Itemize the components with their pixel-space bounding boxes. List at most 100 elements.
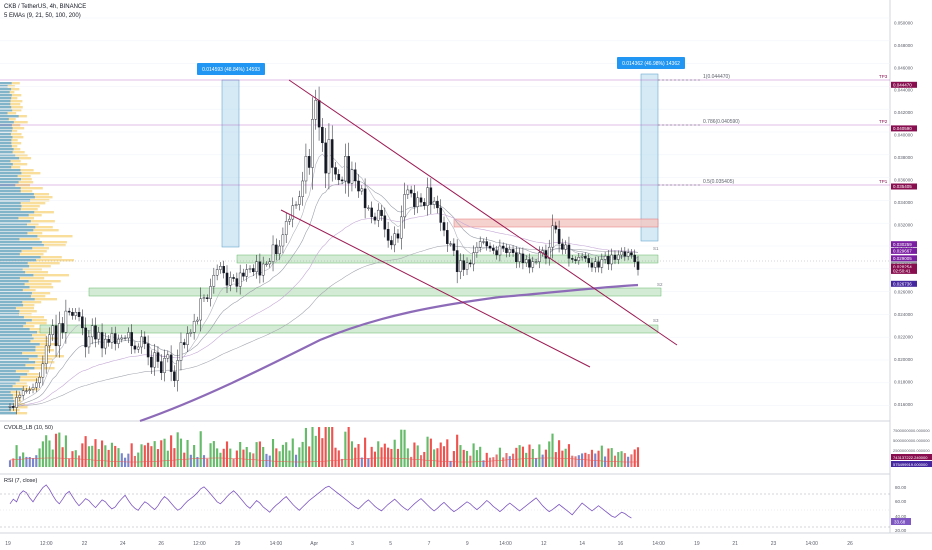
volume-bar	[488, 457, 492, 467]
volume-profile-bar	[0, 382, 16, 385]
volume-bar	[97, 449, 100, 467]
candle-body	[189, 332, 193, 334]
candle-body	[130, 332, 133, 347]
price-badge: 0.030259	[893, 242, 912, 247]
volume-bar	[294, 454, 298, 467]
volume-profile-bar	[0, 121, 14, 124]
candle-body	[113, 333, 117, 344]
candle-body	[367, 207, 370, 209]
volume-bar	[380, 447, 383, 467]
volume-bar	[81, 443, 84, 467]
volume-bar	[232, 458, 235, 467]
volume-bar	[373, 451, 377, 467]
volume-bar	[396, 448, 400, 467]
candle-body	[284, 221, 288, 236]
volume-profile-bar	[0, 139, 12, 142]
price-tick: 0.016000	[894, 402, 913, 407]
volume-bar	[28, 457, 31, 467]
volume-profile-bar	[0, 115, 19, 118]
candle-body	[127, 332, 130, 339]
volume-profile-bar	[0, 202, 21, 205]
candle-body	[28, 389, 31, 391]
candle-body	[143, 336, 147, 344]
candle-body	[84, 327, 87, 348]
volume-profile-bar	[0, 196, 35, 199]
candle-body	[281, 234, 285, 247]
volume-bar	[239, 441, 242, 467]
volume-bar	[410, 456, 413, 467]
candle-body	[501, 245, 505, 249]
ema-indicator-label[interactable]: 5 EMAs (9, 21, 50, 100, 200)	[4, 13, 81, 19]
price-badge: 0.029667	[893, 249, 912, 254]
candle-body	[330, 139, 334, 168]
volume-bar	[160, 440, 163, 467]
candle-body	[311, 119, 314, 168]
candle-body	[340, 179, 344, 182]
candle-body	[12, 406, 15, 408]
volume-bar	[597, 450, 600, 467]
rsi-indicator-label[interactable]: RSI (7, close)	[4, 478, 37, 484]
symbol-title[interactable]: CKB / TetherUS, 4h, BINANCE	[4, 4, 87, 10]
candle-body	[156, 352, 160, 362]
time-tick: 12:00	[40, 541, 53, 547]
volume-profile-bar	[0, 112, 8, 115]
volume-bar	[567, 444, 571, 467]
volume-bar	[334, 447, 337, 467]
price-badge: 0.044470	[893, 82, 912, 87]
support-zone-s1[interactable]	[236, 254, 659, 264]
volume-profile-bar	[0, 373, 28, 376]
candles	[8, 86, 640, 415]
volume-profile-bar	[0, 352, 48, 355]
fib-label-05: 0.5(0.035405)	[703, 179, 734, 185]
volume-bar	[571, 455, 574, 467]
volume-profile-bar	[0, 127, 13, 130]
volume-bar	[442, 446, 446, 467]
candle-body	[242, 272, 245, 277]
measure-box-1[interactable]	[221, 79, 240, 248]
candle-body	[446, 230, 449, 244]
volume-profile-bar	[0, 166, 12, 169]
candle-body	[215, 269, 219, 276]
volume-bar	[548, 441, 551, 467]
volume-bar	[364, 437, 367, 467]
candle-body	[613, 254, 617, 260]
volume-profile-bar	[0, 100, 23, 103]
price-tick: 0.018000	[894, 379, 913, 384]
wedge-lower-line[interactable]	[280, 209, 591, 368]
price-badge: 0.040590	[893, 126, 912, 131]
time-axis: 19 12:00 22 24 26 12:00 29 14:00 Apr 3 5 7 9 14:00 12 1…	[5, 541, 853, 547]
time-tick: 5	[389, 541, 392, 547]
volume-bar	[84, 436, 87, 467]
volume-bar	[350, 441, 354, 467]
candle-body	[199, 298, 202, 321]
volume-bar	[331, 427, 334, 467]
candle-body	[459, 260, 462, 273]
measure-box-2[interactable]	[640, 73, 659, 242]
volume-profile-bar	[0, 340, 31, 343]
time-tick: 22	[82, 541, 88, 547]
volume-profile-bar	[0, 118, 9, 121]
volume-profile-bar	[0, 370, 16, 373]
volume-bar	[308, 446, 311, 467]
volume-bar	[416, 445, 419, 467]
candle-body	[406, 189, 410, 195]
time-tick: 14:00	[270, 541, 283, 547]
rsi-tick-40: 40.00	[895, 514, 907, 519]
volume-bar	[452, 451, 455, 467]
volume-indicator-label[interactable]: CVOLB_LB (10, 50)	[4, 425, 53, 431]
volume-bar	[318, 427, 321, 467]
volume-bar	[456, 434, 459, 467]
volume-profile-bar	[0, 205, 22, 208]
support-zone-s2[interactable]	[88, 287, 662, 297]
volume-bar	[535, 458, 538, 467]
candle-body	[48, 334, 51, 347]
volume-bar	[347, 427, 350, 467]
measure-label-2-box	[617, 57, 685, 69]
volume-profile-bar	[0, 274, 34, 277]
volume-profile-bar	[0, 187, 21, 190]
wedge-upper-line[interactable]	[288, 79, 678, 346]
candle-body	[146, 343, 150, 358]
volume-profile-bar	[0, 301, 23, 304]
volume-profile-bar	[0, 388, 23, 391]
